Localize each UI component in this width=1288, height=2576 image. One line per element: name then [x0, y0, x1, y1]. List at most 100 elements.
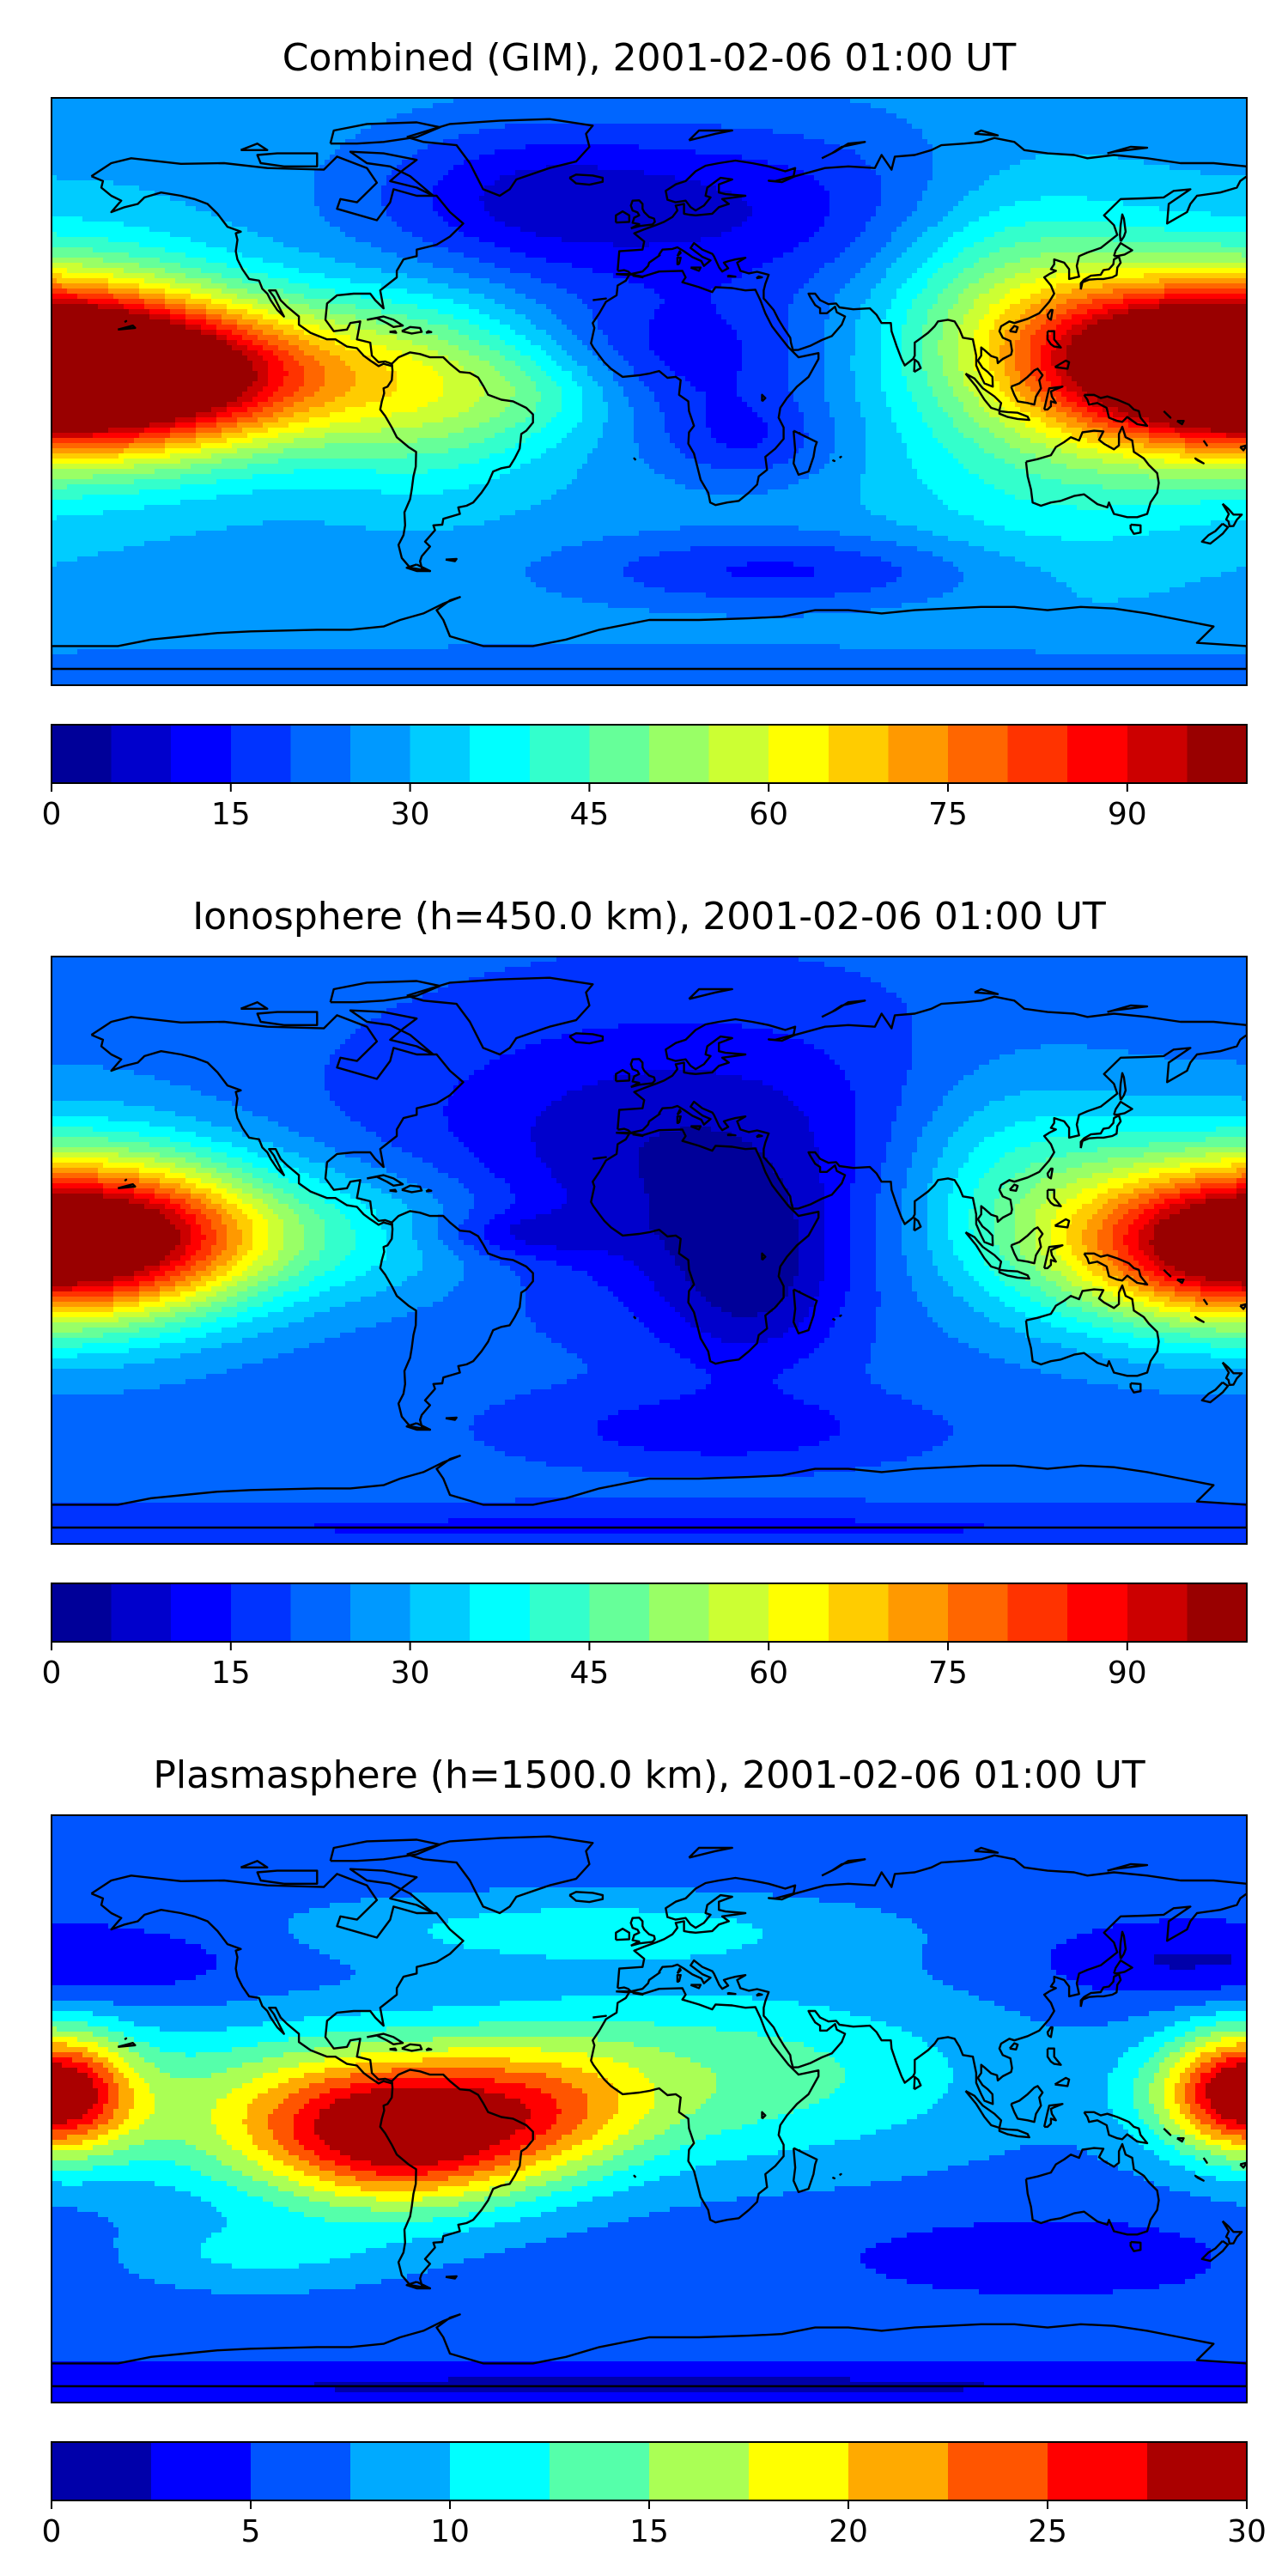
coastline	[1083, 2111, 1149, 2145]
colorbar-segment	[171, 725, 232, 783]
coastline	[1129, 1382, 1142, 1394]
colorbar-segment	[111, 725, 172, 783]
coastline	[379, 1210, 534, 1431]
coastline	[1163, 1268, 1172, 1278]
coastline	[998, 1268, 1030, 1280]
coastline	[329, 1838, 441, 1862]
coastline	[401, 2043, 423, 2052]
coastline	[1221, 2220, 1243, 2245]
coastline	[406, 976, 594, 1056]
coastline	[998, 2127, 1030, 2139]
coastline	[1046, 2047, 1062, 2066]
coastline	[1079, 1972, 1122, 2008]
coastline	[1119, 1072, 1127, 1101]
colorbar-segment	[888, 1583, 949, 1642]
coastline	[974, 987, 999, 995]
colorbar-segment	[828, 725, 889, 783]
coastline	[1194, 457, 1205, 465]
map-frame	[51, 1814, 1248, 2403]
colorbar-segment	[251, 2442, 351, 2500]
colorbar-segment	[52, 725, 112, 783]
coastline	[1107, 1862, 1149, 1872]
coastline	[1200, 2239, 1230, 2263]
coastline	[1129, 523, 1142, 535]
coastline	[256, 152, 319, 168]
panel-title: Plasmasphere (h=1500.0 km), 2001-02-06 0…	[153, 1753, 1145, 1797]
colorbar-tick-label: 30	[391, 797, 430, 832]
coastline	[690, 266, 702, 272]
colorbar-tick-label: 45	[569, 797, 609, 832]
colorbar-segment	[948, 725, 1009, 783]
coastline	[615, 1927, 630, 1941]
map-frame	[51, 956, 1248, 1545]
coastline	[379, 2069, 534, 2290]
colorbar-segment	[470, 1583, 531, 1642]
coastline	[1046, 1188, 1062, 1207]
colorbar-tick-label: 60	[749, 797, 788, 832]
coastline	[1194, 1315, 1205, 1323]
coastline	[1024, 425, 1160, 519]
coastlines	[52, 1835, 1247, 2388]
colorbar-tick-label: 0	[42, 797, 62, 832]
coastlines	[52, 976, 1247, 1529]
coastline	[690, 1984, 702, 1990]
coastline	[445, 2275, 458, 2280]
colorbar-segment	[171, 1583, 232, 1642]
coastline	[1054, 359, 1071, 370]
colorbar-segment	[52, 2442, 152, 2500]
colorbar-segment	[848, 2442, 949, 2500]
coastline	[1046, 330, 1062, 349]
colorbar-segment	[350, 1583, 411, 1642]
map-area	[52, 957, 1247, 1544]
colorbar-segment	[1187, 1583, 1248, 1642]
colorbar-segment	[1048, 2442, 1148, 2500]
contour-field	[52, 1815, 1247, 2403]
coastline	[1107, 1004, 1149, 1013]
coastline	[401, 325, 423, 335]
colorbar-tick-label: 90	[1108, 1656, 1147, 1691]
coastline	[676, 1967, 682, 1975]
coastline	[617, 137, 1247, 388]
coastline	[793, 1288, 818, 1335]
colorbar: 0 5 10 15 20 25 30	[42, 2441, 1267, 2549]
coastline	[1239, 1303, 1247, 1310]
coastline	[633, 457, 637, 461]
coastline	[1024, 1284, 1160, 1377]
colorbar-tick-label: 10	[430, 2514, 470, 2549]
colorbar-segment	[649, 725, 710, 783]
coastline	[590, 1987, 820, 2224]
coastline	[964, 1231, 1003, 1271]
coastline	[1107, 145, 1149, 155]
coastline	[425, 330, 433, 334]
coastline	[756, 1992, 763, 1997]
coastline	[124, 2037, 128, 2041]
colorbar-segment	[749, 2442, 849, 2500]
coastline	[367, 1174, 404, 1188]
coastline	[117, 325, 137, 331]
coastline	[761, 2111, 767, 2120]
coastline	[1046, 308, 1054, 321]
colorbar-segment	[290, 1583, 351, 1642]
colorbar-segment	[529, 1583, 590, 1642]
colorbar-segment	[151, 2442, 252, 2500]
coastline	[1202, 440, 1208, 447]
colorbar-tick-label: 45	[569, 1656, 609, 1691]
coastline	[1163, 2127, 1172, 2136]
colorbar-tick-label: 30	[391, 1656, 430, 1691]
coastline	[568, 1891, 605, 1904]
colorbar-tick-label: 15	[211, 797, 251, 832]
coastline	[117, 2041, 137, 2048]
colorbar-segment	[649, 2442, 750, 2500]
colorbar-tick-label: 0	[42, 2514, 62, 2549]
colorbar-tick-label: 75	[928, 1656, 968, 1691]
coastline	[1024, 2142, 1160, 2236]
coastline	[1163, 410, 1172, 419]
colorbar-tick-label: 5	[241, 2514, 261, 2549]
coastline	[1054, 2076, 1071, 2087]
coastline	[629, 1058, 656, 1089]
colorbar-segment	[111, 1583, 172, 1642]
coastline	[629, 1917, 656, 1947]
colorbar-segment	[1127, 1583, 1188, 1642]
coastline	[1009, 1183, 1019, 1193]
